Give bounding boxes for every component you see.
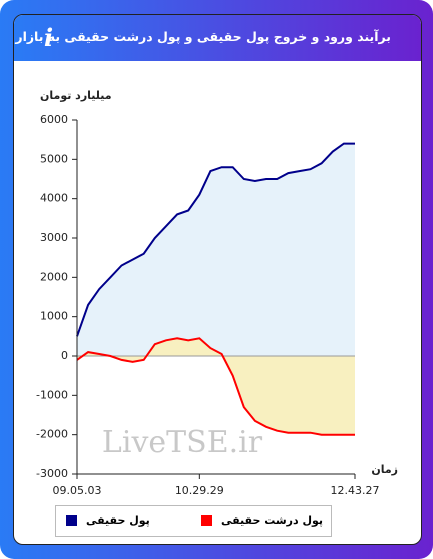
y-tick-label: -2000 xyxy=(36,428,68,441)
legend-label[interactable]: پول درشت حقیقی xyxy=(221,514,324,527)
y-tick-label: 4000 xyxy=(40,192,68,205)
y-tick-label: 3000 xyxy=(40,231,68,244)
y-tick-label: 2000 xyxy=(40,270,68,283)
line xyxy=(76,337,355,436)
x-tick-label: 10.29.29 xyxy=(175,484,224,497)
x-tick-label: 12.43.27 xyxy=(331,484,380,497)
y-tick-label: 6000 xyxy=(40,113,68,126)
y-tick-label: 5000 xyxy=(40,152,68,165)
area xyxy=(77,338,355,435)
legend-swatch xyxy=(201,515,212,526)
legend-swatch xyxy=(66,515,77,526)
watermark: LiveTSE.ir xyxy=(102,425,263,460)
y-tick-label: 0 xyxy=(61,349,68,362)
y-tick-label: 1000 xyxy=(40,310,68,323)
x-tick-label: 09.05.03 xyxy=(53,484,102,497)
y-axis-label: میلیارد تومان xyxy=(40,89,112,102)
line xyxy=(76,142,355,337)
legend-label[interactable]: پول حقیقی xyxy=(86,514,150,527)
area xyxy=(77,143,355,356)
card-header: برآیند ورود و خروج پول حقیقی و پول درشت … xyxy=(14,15,421,61)
card-title: برآیند ورود و خروج پول حقیقی و پول درشت … xyxy=(15,29,391,44)
legend: پول حقیقی پول درشت حقیقی xyxy=(55,505,332,537)
y-tick-label: -3000 xyxy=(36,467,68,480)
x-axis-label: زمان xyxy=(371,463,398,476)
info-icon[interactable]: i xyxy=(44,23,54,52)
y-tick-label: -1000 xyxy=(36,388,68,401)
